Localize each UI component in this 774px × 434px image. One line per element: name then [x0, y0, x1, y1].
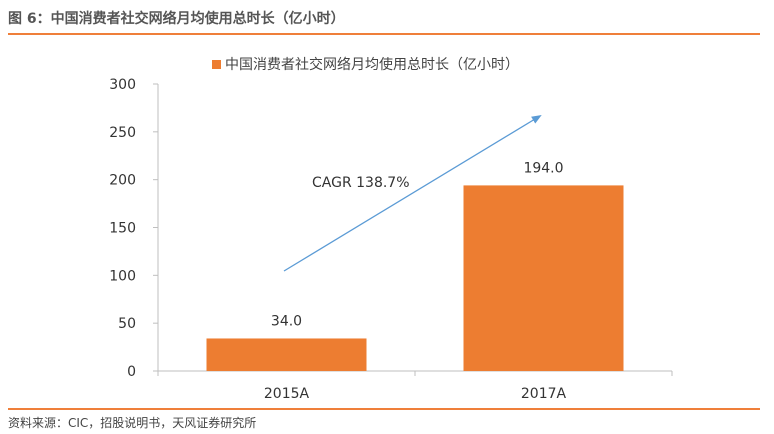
bar — [463, 185, 624, 371]
y-tick-label: 300 — [109, 77, 136, 93]
y-tick-label: 150 — [109, 221, 136, 237]
figure-title: 图 6：中国消费者社交网络月均使用总时长（亿小时） — [8, 11, 345, 27]
bar — [206, 338, 367, 371]
y-tick-label: 200 — [109, 173, 136, 189]
y-tick-label: 50 — [118, 316, 136, 332]
x-tick-label: 2017A — [521, 386, 567, 402]
legend-label: 中国消费者社交网络月均使用总时长（亿小时） — [225, 57, 519, 73]
source-note: 资料来源：CIC，招股说明书，天风证券研究所 — [8, 416, 257, 430]
title-rule — [8, 33, 760, 35]
cagr-label: CAGR 138.7% — [312, 175, 410, 191]
y-tick-label: 100 — [109, 268, 136, 284]
source-rule — [8, 408, 760, 410]
x-tick-label: 2015A — [264, 386, 310, 402]
data-label: 194.0 — [523, 160, 563, 176]
cagr-arrow — [283, 114, 542, 272]
legend-swatch — [212, 59, 221, 69]
data-label: 34.0 — [271, 313, 302, 329]
y-tick-label: 0 — [127, 364, 136, 380]
y-tick-label: 250 — [109, 125, 136, 141]
chart-legend: 中国消费者社交网络月均使用总时长（亿小时） — [212, 54, 519, 74]
